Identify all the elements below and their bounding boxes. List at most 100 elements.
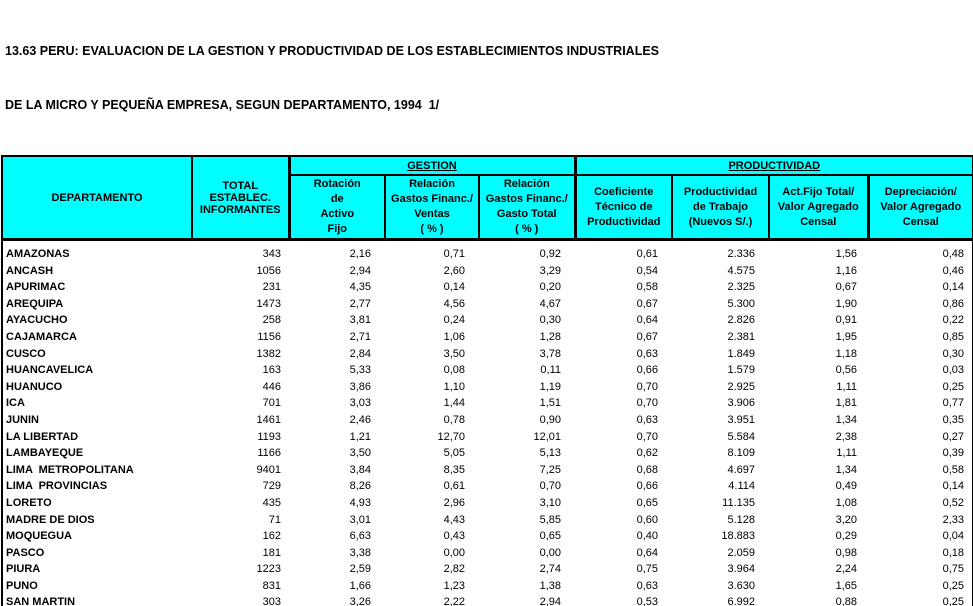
value-cell: 8.109 bbox=[727, 447, 755, 460]
value-cell: 0,63 bbox=[636, 579, 658, 592]
table-row: CAJAMARCA 1156 2,71 1,06 1,28 0,67 2.381 1,95 0,… bbox=[2, 329, 973, 346]
value-cell: 1,10 bbox=[443, 380, 465, 393]
value-cell: 5.300 bbox=[727, 297, 755, 310]
table-row: LIMA METROPOLITANA 9401 3,84 8,35 7,25 0,68 4.… bbox=[2, 462, 973, 479]
value-cell: 1156 bbox=[257, 330, 281, 343]
value-cell: 0,25 bbox=[942, 380, 965, 393]
value-cell: 1,28 bbox=[539, 330, 561, 343]
value-cell: 0,14 bbox=[942, 480, 965, 493]
value-cell: 0,61 bbox=[636, 248, 658, 260]
value-cell: 1056 bbox=[256, 264, 281, 277]
value-cell: 0,11 bbox=[540, 364, 561, 377]
value-cell: 12,70 bbox=[437, 430, 465, 443]
value-cell: 1,06 bbox=[443, 330, 465, 343]
value-cell: 71 bbox=[268, 513, 281, 526]
value-cell: 2.826 bbox=[727, 314, 755, 327]
value-cell: 0,40 bbox=[636, 530, 658, 543]
department-cell: HUANCAVELICA bbox=[6, 364, 94, 377]
value-cell: 12,01 bbox=[533, 430, 561, 443]
department-cell: AYACUCHO bbox=[6, 314, 68, 327]
table-row: LORETO 435 4,93 2,96 3,10 0,65 11.135 1,08 0,52 bbox=[2, 495, 973, 512]
value-cell: 2,24 bbox=[835, 563, 857, 576]
department-cell: JUNIN bbox=[6, 413, 40, 426]
value-cell: 2,33 bbox=[942, 513, 965, 526]
value-cell: 3.630 bbox=[727, 579, 755, 592]
value-cell: 3,03 bbox=[349, 397, 371, 410]
value-cell: 3,81 bbox=[349, 314, 371, 327]
value-cell: 0,49 bbox=[835, 480, 857, 493]
table-row: PIURA 1223 2,59 2,82 2,74 0,75 3.964 2,24 0,75 bbox=[2, 561, 973, 578]
header-group-gestion: GESTION bbox=[287, 155, 576, 176]
value-cell: 1,65 bbox=[835, 579, 857, 592]
value-cell: 8,26 bbox=[349, 480, 371, 493]
value-cell: 0,70 bbox=[636, 380, 658, 393]
department-cell: ANCASH bbox=[6, 264, 54, 277]
value-cell: 0,60 bbox=[636, 513, 658, 526]
value-cell: 0,58 bbox=[636, 281, 658, 294]
value-cell: 0,14 bbox=[443, 281, 465, 294]
department-cell: PIURA bbox=[6, 563, 41, 576]
title-line-1: 13.63 PERU: EVALUACION DE LA GESTION Y P… bbox=[5, 44, 660, 58]
value-cell: 6,63 bbox=[349, 530, 371, 543]
value-cell: 0,68 bbox=[636, 463, 658, 476]
value-cell: 0,64 bbox=[636, 546, 658, 559]
value-cell: 0,24 bbox=[443, 314, 465, 327]
value-cell: 0,30 bbox=[539, 314, 561, 327]
value-cell: 1,38 bbox=[539, 579, 561, 592]
value-cell: 3,26 bbox=[349, 596, 371, 606]
value-cell: 0,30 bbox=[942, 347, 965, 360]
value-cell: 0,48 bbox=[942, 248, 965, 260]
value-cell: 1,19 bbox=[539, 380, 561, 393]
table-row: AREQUIPA 1473 2,77 4,56 4,67 0,67 5.300 1,90 0,8… bbox=[2, 296, 973, 313]
department-cell: AREQUIPA bbox=[6, 297, 64, 310]
value-cell: 3,86 bbox=[349, 380, 371, 393]
value-cell: 303 bbox=[262, 596, 281, 606]
value-cell: 0,35 bbox=[942, 413, 965, 426]
value-cell: 7,25 bbox=[539, 463, 561, 476]
department-cell: CUSCO bbox=[6, 347, 46, 360]
header-productividad-trabajo: Productividad de Trabajo (Nuevos S/.) bbox=[671, 174, 770, 241]
value-cell: 3,50 bbox=[349, 447, 371, 460]
value-cell: 2.336 bbox=[727, 248, 755, 260]
table-row: MOQUEGUA 162 6,63 0,43 0,65 0,40 18.883 0,29 0,0… bbox=[2, 528, 973, 545]
value-cell: 1,18 bbox=[835, 347, 857, 360]
table-row: HUANUCO 446 3,86 1,10 1,19 0,70 2.925 1,11 0,25 bbox=[2, 379, 973, 396]
value-cell: 0,64 bbox=[636, 314, 658, 327]
value-cell: 0,98 bbox=[835, 546, 857, 559]
value-cell: 1473 bbox=[256, 297, 281, 310]
value-cell: 0,53 bbox=[636, 596, 658, 606]
value-cell: 0,65 bbox=[636, 496, 658, 509]
value-cell: 1382 bbox=[256, 347, 281, 360]
value-cell: 1,66 bbox=[349, 579, 371, 592]
value-cell: 0,65 bbox=[539, 530, 561, 543]
value-cell: 0,66 bbox=[636, 364, 658, 377]
value-cell: 2,96 bbox=[443, 496, 465, 509]
department-cell: SAN MARTIN bbox=[6, 596, 76, 606]
value-cell: 3.951 bbox=[727, 413, 755, 426]
department-cell: LIMA METROPOLITANA bbox=[6, 463, 134, 476]
table-row: LA LIBERTAD 1193 1,21 12,70 12,01 0,70 5.584 2,… bbox=[2, 429, 973, 446]
value-cell: 1,56 bbox=[835, 248, 857, 260]
value-cell: 0,63 bbox=[636, 413, 658, 426]
department-cell: LIMA PROVINCIAS bbox=[6, 480, 108, 493]
table-row: AMAZONAS 343 2,16 0,71 0,92 0,61 2.336 1,56 0,48 bbox=[2, 240, 973, 263]
table-body: AMAZONAS 343 2,16 0,71 0,92 0,61 2.336 1,56 0,48… bbox=[2, 240, 973, 606]
value-cell: 5,05 bbox=[443, 447, 465, 460]
value-cell: 2.059 bbox=[727, 546, 755, 559]
value-cell: 0,46 bbox=[942, 264, 965, 277]
value-cell: 343 bbox=[262, 248, 281, 260]
value-cell: 231 bbox=[262, 281, 281, 294]
value-cell: 1.849 bbox=[727, 347, 755, 360]
value-cell: 0,04 bbox=[942, 530, 965, 543]
value-cell: 0,20 bbox=[539, 281, 561, 294]
table-header: DEPARTAMENTO TOTAL ESTABLEC. INFORMANTES… bbox=[1, 155, 973, 241]
header-gastos-financ-ventas: Relación Gastos Financ./ Ventas ( % ) bbox=[384, 174, 480, 241]
value-cell: 0,90 bbox=[539, 413, 561, 426]
value-cell: 5,13 bbox=[539, 447, 561, 460]
value-cell: 0,22 bbox=[942, 314, 965, 327]
department-cell: LORETO bbox=[6, 496, 52, 509]
value-cell: 3,29 bbox=[539, 264, 561, 277]
value-cell: 1461 bbox=[256, 413, 281, 426]
value-cell: 4,43 bbox=[443, 513, 465, 526]
